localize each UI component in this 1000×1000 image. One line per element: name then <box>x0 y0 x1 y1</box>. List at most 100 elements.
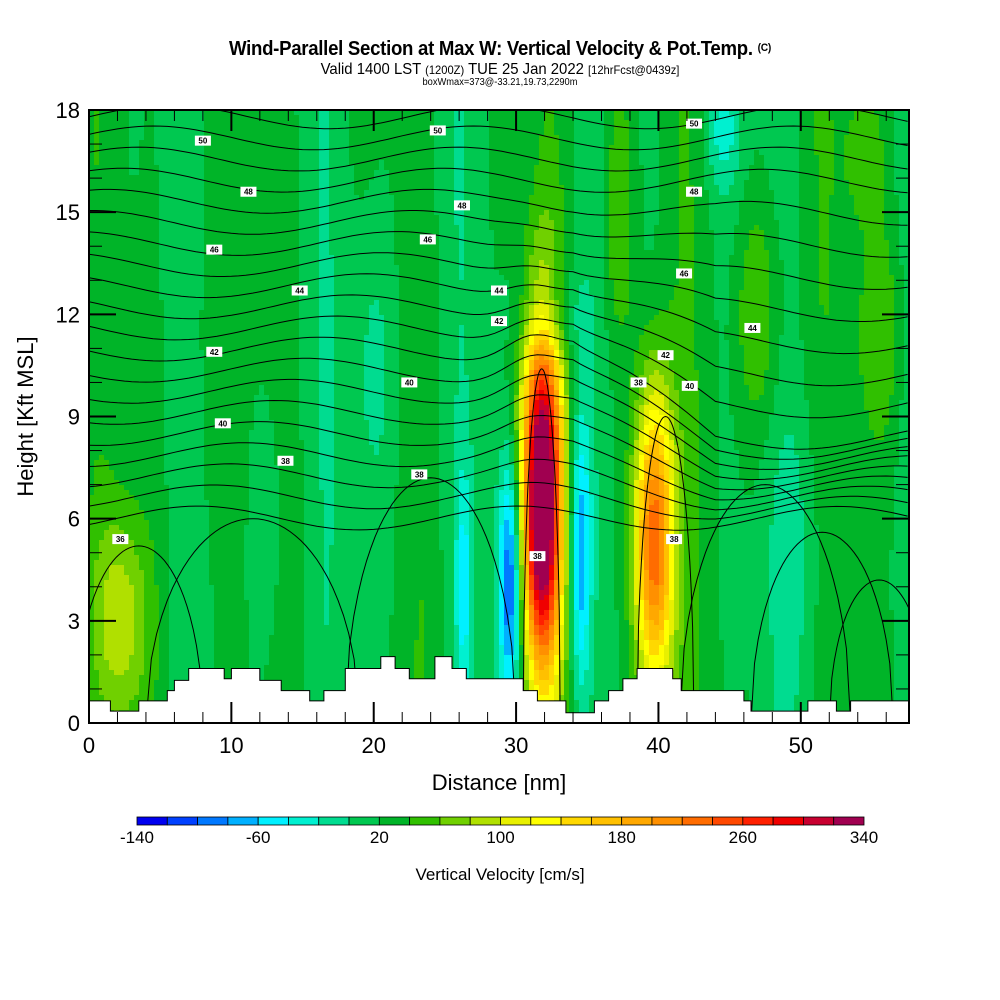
w-cell <box>609 255 630 261</box>
w-cell <box>554 650 560 656</box>
w-cell <box>649 635 660 641</box>
w-cell <box>524 405 530 411</box>
w-cell <box>204 150 300 156</box>
w-cell <box>634 525 640 531</box>
w-cell <box>204 435 250 441</box>
w-cell <box>574 350 580 356</box>
w-cell <box>799 640 815 646</box>
w-cell <box>574 445 580 451</box>
w-cell <box>679 110 690 116</box>
w-cell <box>594 465 615 471</box>
w-cell <box>319 200 330 206</box>
w-cell <box>729 255 745 261</box>
w-cell <box>94 595 105 601</box>
w-cell <box>774 635 800 641</box>
w-cell <box>329 145 350 151</box>
w-cell <box>474 645 495 651</box>
w-cell <box>519 525 525 531</box>
w-cell <box>464 190 490 196</box>
w-cell <box>454 595 460 601</box>
w-cell <box>624 560 630 566</box>
w-cell <box>844 140 885 146</box>
w-cell <box>719 490 745 496</box>
w-cell <box>604 175 610 181</box>
w-cell <box>684 435 700 441</box>
w-cell <box>644 450 650 456</box>
w-cell <box>569 315 575 321</box>
w-cell <box>384 425 400 431</box>
w-cell <box>549 355 555 361</box>
w-cell <box>799 460 815 466</box>
w-cell <box>744 285 770 291</box>
w-cell <box>714 255 730 261</box>
w-cell <box>679 395 700 401</box>
w-cell <box>629 580 635 586</box>
w-cell <box>594 555 600 561</box>
w-cell <box>524 645 530 651</box>
w-cell <box>579 450 590 456</box>
w-cell <box>494 245 525 251</box>
w-cell <box>734 440 765 446</box>
w-cell <box>764 455 780 461</box>
w-cell <box>554 240 565 246</box>
w-cell <box>634 625 640 631</box>
w-cell <box>459 550 470 556</box>
w-cell <box>394 545 440 551</box>
w-cell <box>319 205 330 211</box>
w-cell <box>649 550 660 556</box>
w-cell <box>89 150 95 156</box>
w-cell <box>639 140 660 146</box>
w-cell <box>769 250 780 256</box>
w-cell <box>554 300 560 306</box>
w-cell <box>694 200 710 206</box>
w-cell <box>524 635 530 641</box>
w-cell <box>304 550 325 556</box>
w-cell <box>769 625 805 631</box>
w-cell <box>694 365 720 371</box>
w-cell <box>734 445 765 451</box>
w-cell <box>519 460 525 466</box>
w-cell <box>629 625 635 631</box>
w-cell <box>864 380 895 386</box>
w-cell <box>319 420 335 426</box>
w-cell <box>754 150 760 156</box>
w-cell <box>509 295 520 301</box>
w-cell <box>904 315 909 321</box>
w-cell <box>244 545 280 551</box>
w-cell <box>894 135 909 141</box>
w-cell <box>554 400 560 406</box>
w-cell <box>714 300 730 306</box>
w-cell <box>779 355 805 361</box>
w-cell <box>624 530 630 536</box>
w-cell <box>809 400 865 406</box>
w-cell <box>804 615 815 621</box>
w-cell <box>594 655 620 661</box>
w-cell <box>699 570 720 576</box>
w-cell <box>579 625 585 631</box>
w-cell <box>574 410 580 416</box>
w-cell <box>639 600 645 606</box>
w-cell <box>679 475 685 481</box>
w-cell <box>89 385 165 391</box>
w-cell <box>589 630 595 636</box>
w-cell <box>549 645 555 651</box>
w-cell <box>439 305 510 311</box>
w-cell <box>609 235 630 241</box>
w-cell <box>89 215 160 221</box>
w-cell <box>879 130 895 136</box>
w-cell <box>649 400 665 406</box>
w-cell <box>534 465 555 471</box>
w-cell <box>819 245 830 251</box>
w-cell <box>514 475 520 481</box>
w-cell <box>664 495 670 501</box>
w-cell <box>439 245 460 251</box>
w-cell <box>579 375 595 381</box>
w-cell <box>89 335 165 341</box>
w-cell <box>394 580 445 586</box>
w-cell <box>474 630 495 636</box>
w-cell <box>644 510 650 516</box>
w-cell <box>504 635 515 641</box>
w-cell <box>894 145 909 151</box>
w-cell <box>894 155 909 161</box>
w-cell <box>164 395 205 401</box>
